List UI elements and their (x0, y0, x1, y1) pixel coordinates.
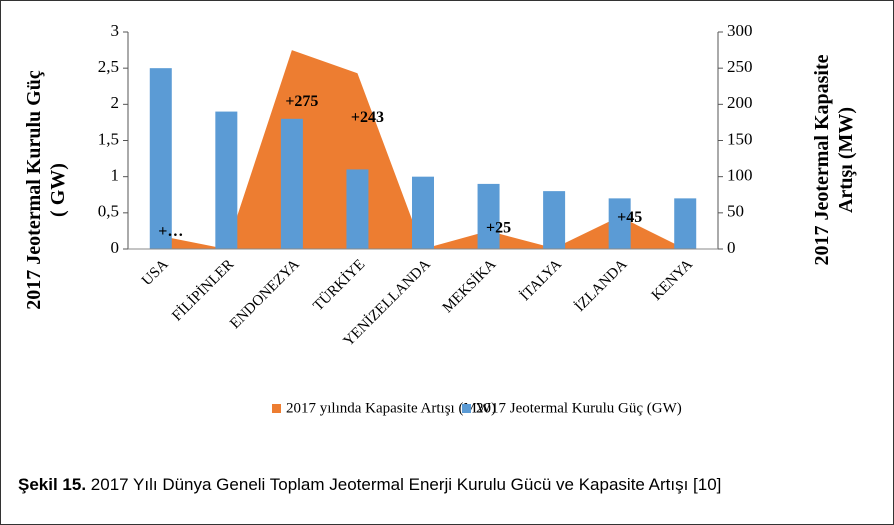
y2-axis-title: 2017 Jeotermal Kapasite (811, 54, 833, 265)
y-tick-label: 0 (111, 238, 120, 257)
y2-tick-label: 250 (727, 57, 753, 76)
data-label: +243 (351, 109, 384, 126)
bar (149, 68, 172, 250)
y2-axis-title: Artışı (MW) (835, 107, 857, 213)
y2-tick-label: 150 (727, 129, 753, 148)
y2-tick-label: 300 (727, 21, 753, 40)
y-tick-label: 2,5 (98, 57, 119, 76)
caption-label: Şekil 15. (18, 475, 86, 494)
bar (674, 198, 697, 249)
legend-label: 2017 yılında Kapasite Artışı (MW) (286, 400, 496, 416)
y-axis-title: ( GW) (47, 163, 69, 217)
y-tick-label: 1,5 (98, 129, 119, 148)
y2-tick-label: 0 (727, 238, 736, 257)
legend-swatch (462, 404, 471, 413)
bar (477, 183, 500, 249)
y-tick-label: 2 (111, 93, 120, 112)
bar (543, 191, 566, 249)
bar (346, 169, 369, 249)
bar (280, 118, 303, 249)
bar (215, 111, 238, 249)
y-tick-label: 0,5 (98, 202, 119, 221)
data-label: +25 (486, 219, 511, 236)
bar (608, 198, 631, 249)
data-label: +275 (285, 93, 318, 110)
legend-swatch (272, 404, 281, 413)
y2-tick-label: 100 (727, 166, 753, 185)
y2-tick-label: 200 (727, 93, 753, 112)
caption-text: 2017 Yılı Dünya Geneli Toplam Jeotermal … (91, 475, 722, 494)
data-label: +… (158, 223, 183, 240)
bar (412, 176, 434, 249)
data-label: +45 (617, 209, 642, 226)
legend-label: 2017 Jeotermal Kurulu Güç (GW) (476, 400, 682, 416)
y-tick-label: 3 (111, 21, 120, 40)
caption: Şekil 15. 2017 Yılı Dünya Geneli Toplam … (18, 475, 721, 494)
y-tick-label: 1 (111, 166, 120, 185)
y2-tick-label: 50 (727, 202, 744, 221)
y-axis-title: 2017 Jeotermal Kurulu Güç (23, 70, 45, 310)
